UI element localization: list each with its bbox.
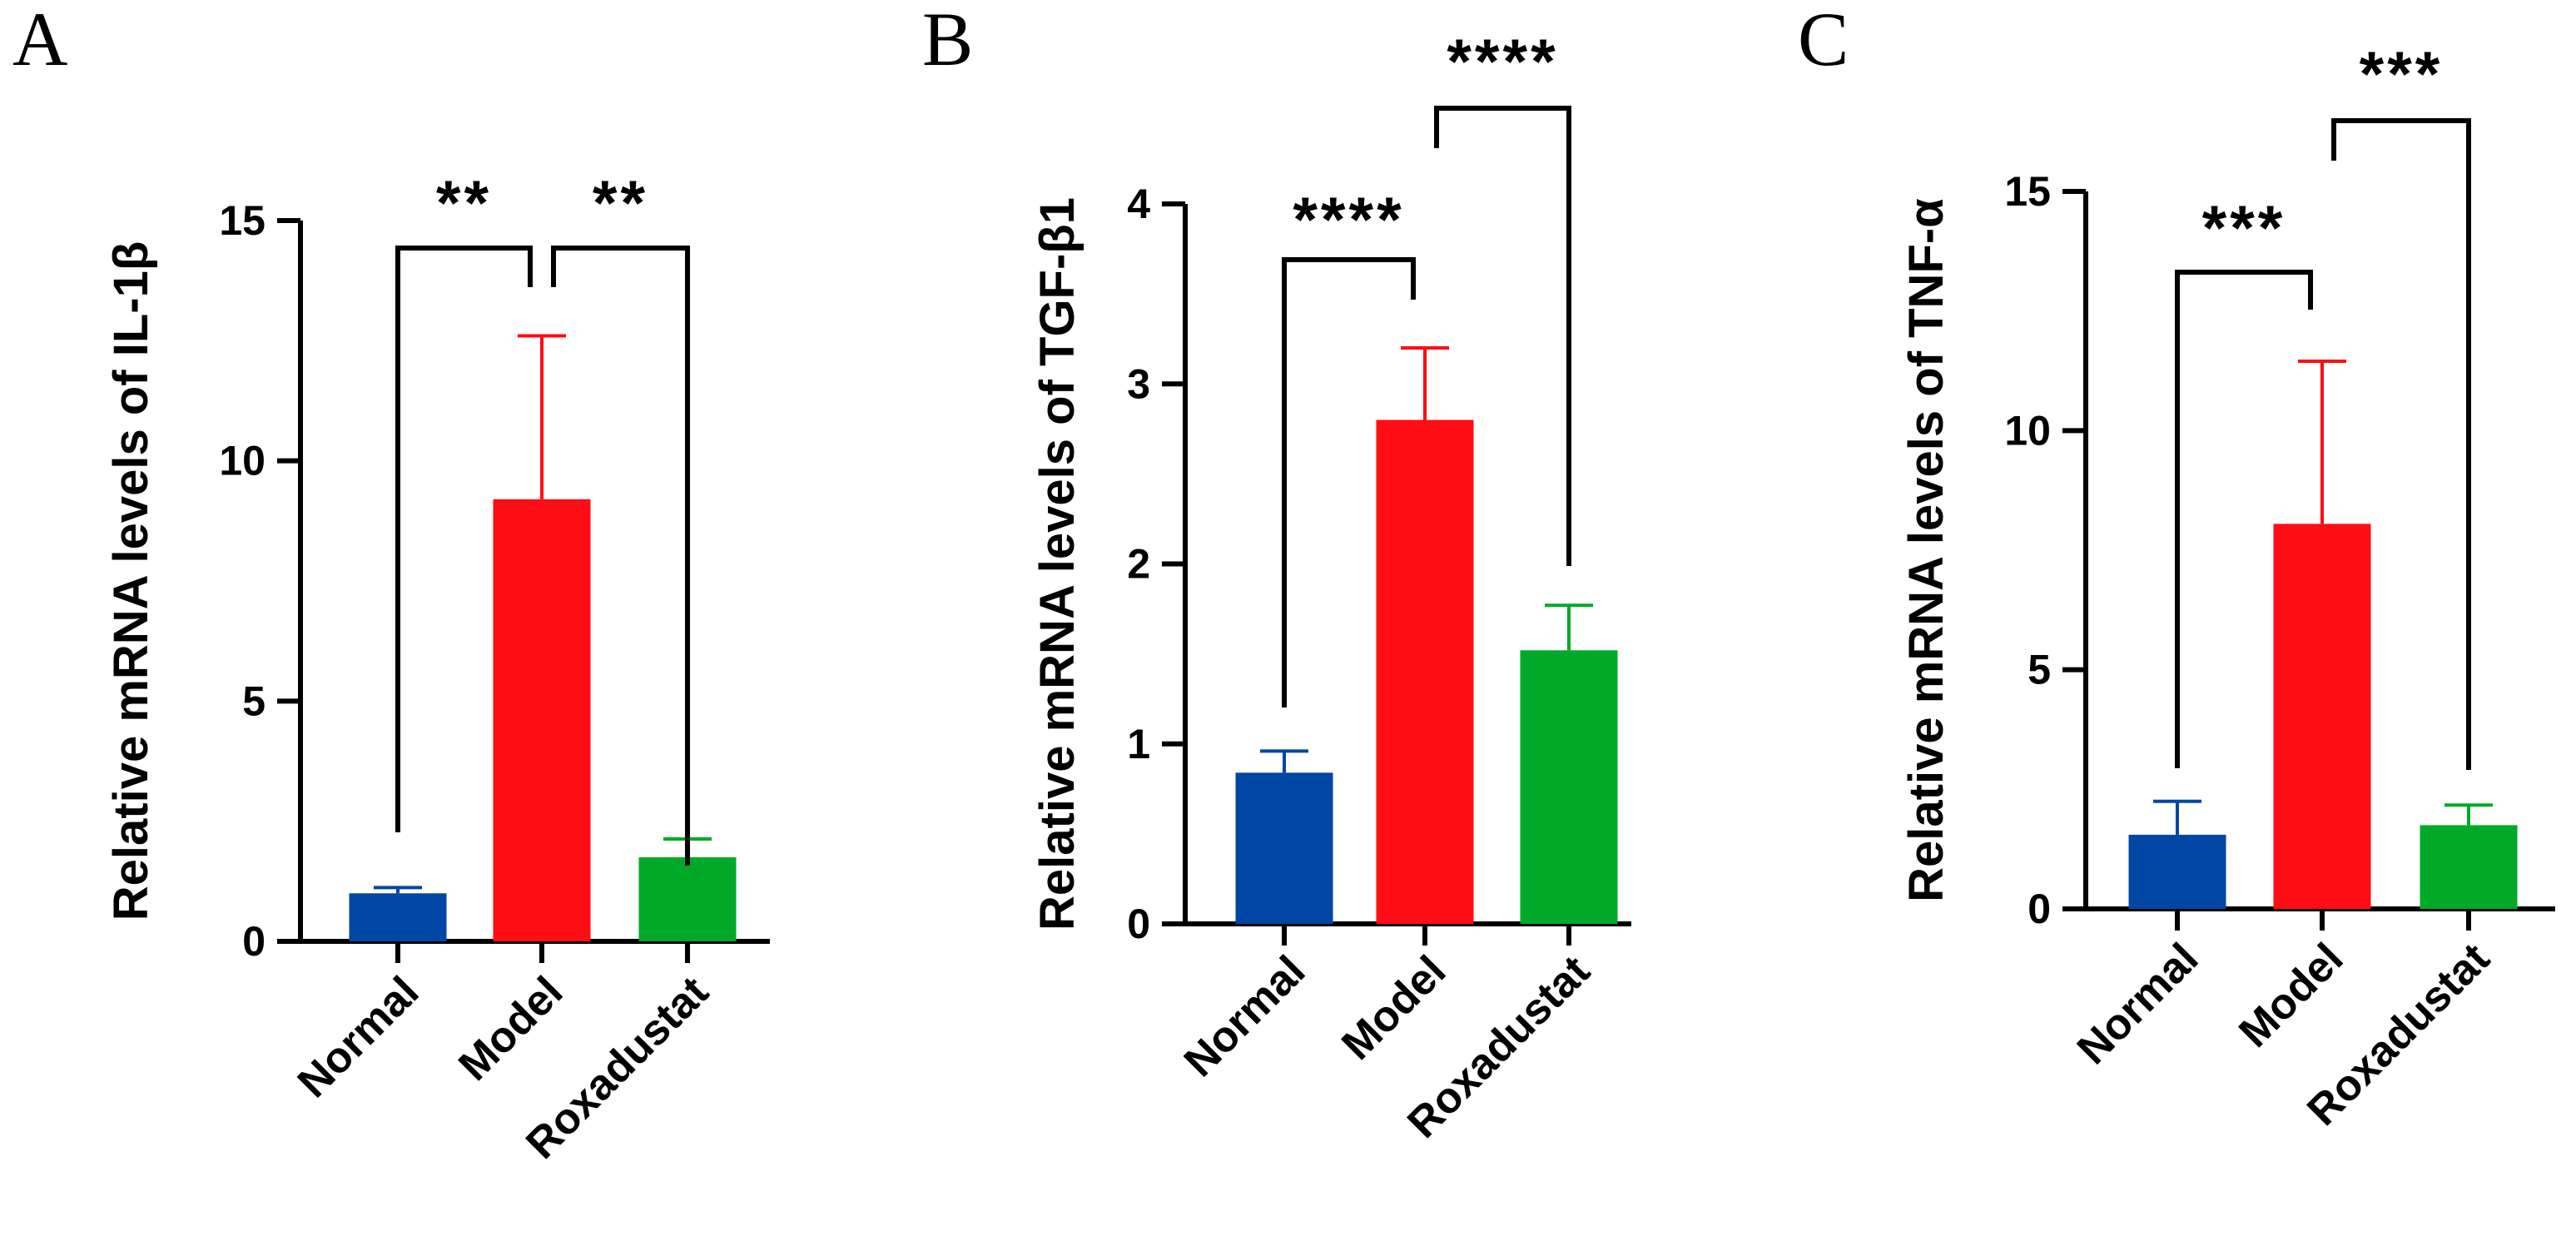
significance-stars: ****: [1447, 27, 1558, 97]
bar-normal: [1235, 772, 1333, 924]
y-tick-label: 4: [1127, 181, 1150, 227]
significance-bracket: [551, 246, 690, 866]
bar-model: [2273, 524, 2371, 909]
y-tick-label: 15: [2004, 168, 2051, 215]
bar-roxadustat: [1520, 650, 1618, 924]
category-label-normal: Normal: [2068, 934, 2208, 1074]
panel-b: B Relative mRNA levels of TGF-β1 0 1 2 3 4 Norm…: [922, 0, 1631, 1148]
y-tick-label: 0: [2028, 886, 2051, 932]
bar-normal: [349, 893, 447, 941]
category-label-normal: Normal: [1175, 946, 1315, 1086]
significance-bracket: [1282, 257, 1416, 707]
significance-bracket: [1434, 106, 1571, 566]
significance-stars: **: [436, 168, 492, 239]
panel-letter: B: [922, 0, 973, 82]
bar-roxadustat: [2420, 825, 2518, 909]
significance-stars: ***: [2202, 193, 2286, 264]
panel-c: C Relative mRNA levels of TNF-α 0 5 10 15 Norm…: [1798, 0, 2555, 1135]
bar-model: [493, 499, 591, 941]
significance-stars: ****: [1293, 185, 1404, 256]
significance-stars: ***: [2360, 39, 2444, 110]
bar-model: [1376, 419, 1474, 924]
y-tick-label: 0: [242, 918, 266, 965]
panel-a: A Relative mRNA levels of IL-1β 0 5 10 15 Norm…: [12, 0, 770, 1169]
significance-bracket: [2175, 270, 2313, 768]
y-axis-title: Relative mRNA levels of TNF-α: [1899, 198, 1953, 902]
y-tick-label: 5: [242, 678, 266, 724]
bar-roxadustat: [638, 856, 737, 941]
bar-normal: [2128, 834, 2226, 909]
y-tick-label: 5: [2028, 647, 2051, 693]
y-axis-title: Relative mRNA levels of IL-1β: [104, 241, 158, 921]
y-tick-label: 0: [1127, 901, 1150, 947]
category-label-model: Model: [2230, 934, 2352, 1056]
y-axis-title: Relative mRNA levels of TGF-β1: [1030, 197, 1085, 931]
y-tick-label: 10: [2004, 407, 2051, 454]
significance-stars: **: [593, 168, 648, 239]
significance-bracket: [2331, 118, 2471, 770]
panel-letter: A: [12, 0, 67, 82]
y-tick-label: 1: [1127, 721, 1150, 767]
category-label-model: Model: [1333, 946, 1455, 1069]
panel-letter: C: [1798, 0, 1849, 82]
y-tick-label: 3: [1127, 360, 1150, 407]
significance-bracket: [395, 246, 533, 832]
y-tick-label: 15: [219, 197, 266, 244]
category-label-normal: Normal: [289, 967, 429, 1107]
y-tick-label: 2: [1127, 541, 1150, 588]
category-label-model: Model: [449, 967, 572, 1090]
y-tick-label: 10: [219, 438, 266, 484]
